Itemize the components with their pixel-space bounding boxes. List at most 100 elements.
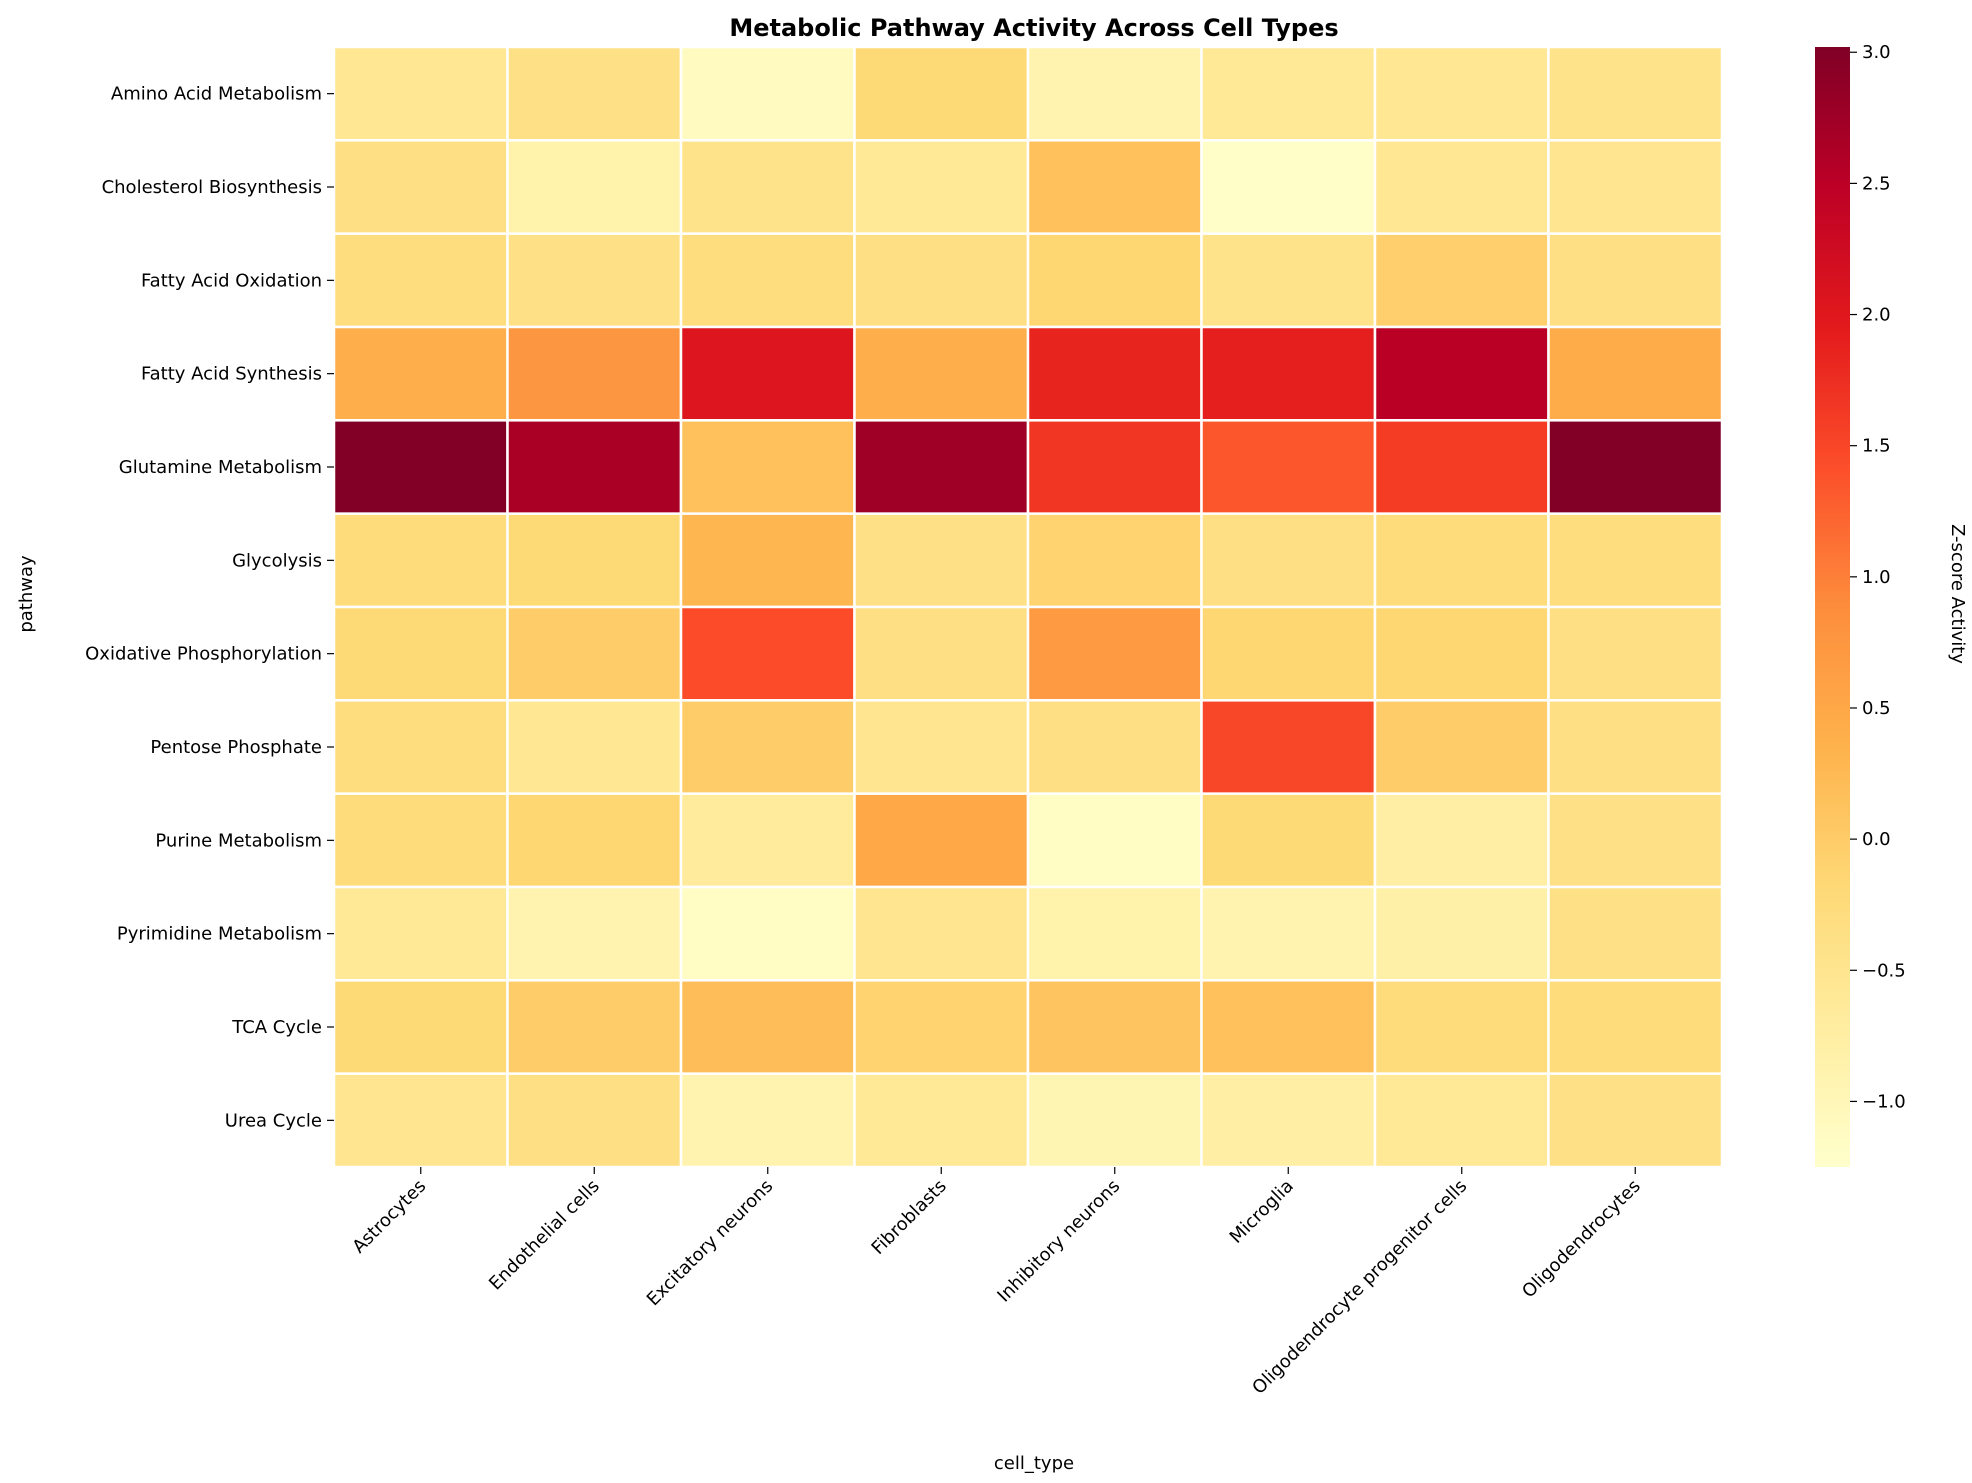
heatmap-cell bbox=[506, 979, 683, 1075]
heatmap-cell bbox=[1200, 1072, 1377, 1169]
heatmap-cell bbox=[853, 232, 1030, 329]
x-tick-label: Endothelial cells bbox=[485, 1176, 604, 1295]
heatmap-cell bbox=[1200, 139, 1377, 235]
x-tick-label: Oligodendrocyte progenitor cells bbox=[1248, 1176, 1471, 1399]
heatmap-cell bbox=[1373, 232, 1550, 329]
colorbar-tick-label: 2.0 bbox=[1862, 305, 1891, 326]
x-tick-label: Inhibitory neurons bbox=[993, 1176, 1124, 1307]
x-tick-label: Oligodendrocytes bbox=[1518, 1176, 1645, 1303]
heatmap-cell bbox=[1026, 792, 1203, 889]
y-tick-label: Oxidative Phosphorylation bbox=[85, 644, 322, 665]
colorbar-tick-label: 2.5 bbox=[1862, 173, 1891, 194]
heatmap-cell bbox=[332, 512, 509, 609]
heatmap-cell bbox=[332, 139, 509, 235]
heatmap-cell bbox=[332, 792, 509, 889]
y-tick-label: Purine Metabolism bbox=[155, 830, 322, 851]
heatmap-cell bbox=[1200, 605, 1377, 702]
y-tick-label: Glycolysis bbox=[232, 550, 322, 571]
heatmap-cell bbox=[1373, 885, 1550, 982]
y-tick-label: Pyrimidine Metabolism bbox=[117, 924, 322, 945]
heatmap-cell bbox=[332, 979, 509, 1075]
heatmap-cell bbox=[679, 139, 856, 235]
heatmap-cell bbox=[1547, 1072, 1724, 1169]
heatmap-cell bbox=[1026, 139, 1203, 235]
x-axis-label: cell_type bbox=[994, 1453, 1074, 1474]
heatmap-cell bbox=[1200, 512, 1377, 609]
heatmap-cell bbox=[1200, 232, 1377, 329]
y-tick-label: Cholesterol Biosynthesis bbox=[102, 177, 322, 198]
heatmap-cell bbox=[1373, 419, 1550, 515]
heatmap-cell bbox=[1026, 699, 1203, 795]
heatmap-cell bbox=[1547, 512, 1724, 609]
heatmap-cell bbox=[506, 792, 683, 889]
colorbar-label: Z-score Activity bbox=[1947, 524, 1968, 664]
heatmap-cell bbox=[332, 232, 509, 329]
heatmap-cell bbox=[506, 419, 683, 515]
heatmap-cell bbox=[679, 512, 856, 609]
heatmap-cell bbox=[1373, 699, 1550, 795]
heatmap-cell bbox=[679, 979, 856, 1075]
y-tick-label: Fatty Acid Synthesis bbox=[141, 364, 322, 385]
heatmap-cell bbox=[1200, 885, 1377, 982]
colorbar-tick-label: 1.5 bbox=[1862, 436, 1891, 457]
y-axis-label: pathway bbox=[16, 555, 37, 633]
heatmap-cell bbox=[679, 1072, 856, 1169]
heatmap-cell bbox=[1026, 885, 1203, 982]
heatmap-cell bbox=[1547, 605, 1724, 702]
colorbar-tick-label: 0.5 bbox=[1862, 698, 1891, 719]
heatmap-cell bbox=[506, 232, 683, 329]
y-tick-label: Pentose Phosphate bbox=[150, 737, 322, 758]
heatmap-cell bbox=[679, 699, 856, 795]
heatmap-cell bbox=[332, 325, 509, 422]
heatmap-cell bbox=[506, 699, 683, 795]
heatmap-cell bbox=[679, 45, 856, 142]
heatmap-cell bbox=[332, 885, 509, 982]
heatmap-cell bbox=[506, 139, 683, 235]
colorbar-tick-label: −0.5 bbox=[1862, 960, 1906, 981]
heatmap-cell bbox=[853, 885, 1030, 982]
heatmap-cell bbox=[1373, 605, 1550, 702]
heatmap-cell bbox=[1373, 979, 1550, 1075]
heatmap-cell bbox=[1026, 605, 1203, 702]
heatmap-cell bbox=[506, 45, 683, 142]
heatmap-cell bbox=[1200, 792, 1377, 889]
heatmap-cell bbox=[1200, 419, 1377, 515]
heatmap-cell bbox=[506, 325, 683, 422]
heatmap-cell bbox=[1373, 139, 1550, 235]
heatmap-cell bbox=[506, 605, 683, 702]
heatmap-cell bbox=[1373, 45, 1550, 142]
heatmap-cell bbox=[1026, 512, 1203, 609]
heatmap-cell bbox=[1373, 1072, 1550, 1169]
heatmap-cell bbox=[332, 1072, 509, 1169]
x-axis: Astrocytes Endothelial cells Excitatory ne… bbox=[348, 1167, 1645, 1399]
heatmap-cell bbox=[853, 45, 1030, 142]
heatmap-cell bbox=[1373, 512, 1550, 609]
heatmap-cell bbox=[1547, 792, 1724, 889]
heatmap-cell bbox=[1200, 45, 1377, 142]
y-tick-label: Amino Acid Metabolism bbox=[111, 84, 322, 105]
x-tick-label: Astrocytes bbox=[348, 1176, 430, 1258]
heatmap-cell bbox=[1547, 232, 1724, 329]
heatmap-cell bbox=[853, 512, 1030, 609]
heatmap-cell bbox=[1547, 419, 1724, 515]
heatmap-cell bbox=[679, 232, 856, 329]
heatmap-cell bbox=[1547, 699, 1724, 795]
heatmap-cell bbox=[1200, 325, 1377, 422]
heatmap-cell bbox=[679, 885, 856, 982]
chart-title: Metabolic Pathway Activity Across Cell T… bbox=[729, 14, 1338, 42]
colorbar-tick-label: −1.0 bbox=[1862, 1091, 1906, 1112]
heatmap-cell bbox=[1373, 325, 1550, 422]
heatmap-cell bbox=[853, 979, 1030, 1075]
heatmap-cell bbox=[1547, 45, 1724, 142]
heatmap-cell bbox=[1026, 419, 1203, 515]
heatmap-cell bbox=[853, 325, 1030, 422]
colorbar-tick-label: 1.0 bbox=[1862, 567, 1891, 588]
heatmap-cell bbox=[1200, 699, 1377, 795]
y-tick-label: Fatty Acid Oxidation bbox=[141, 270, 322, 291]
heatmap-cell bbox=[1026, 1072, 1203, 1169]
heatmap-cell bbox=[1547, 885, 1724, 982]
heatmap-cell bbox=[506, 885, 683, 982]
heatmap-cell bbox=[1026, 325, 1203, 422]
heatmap-cell bbox=[332, 419, 509, 515]
